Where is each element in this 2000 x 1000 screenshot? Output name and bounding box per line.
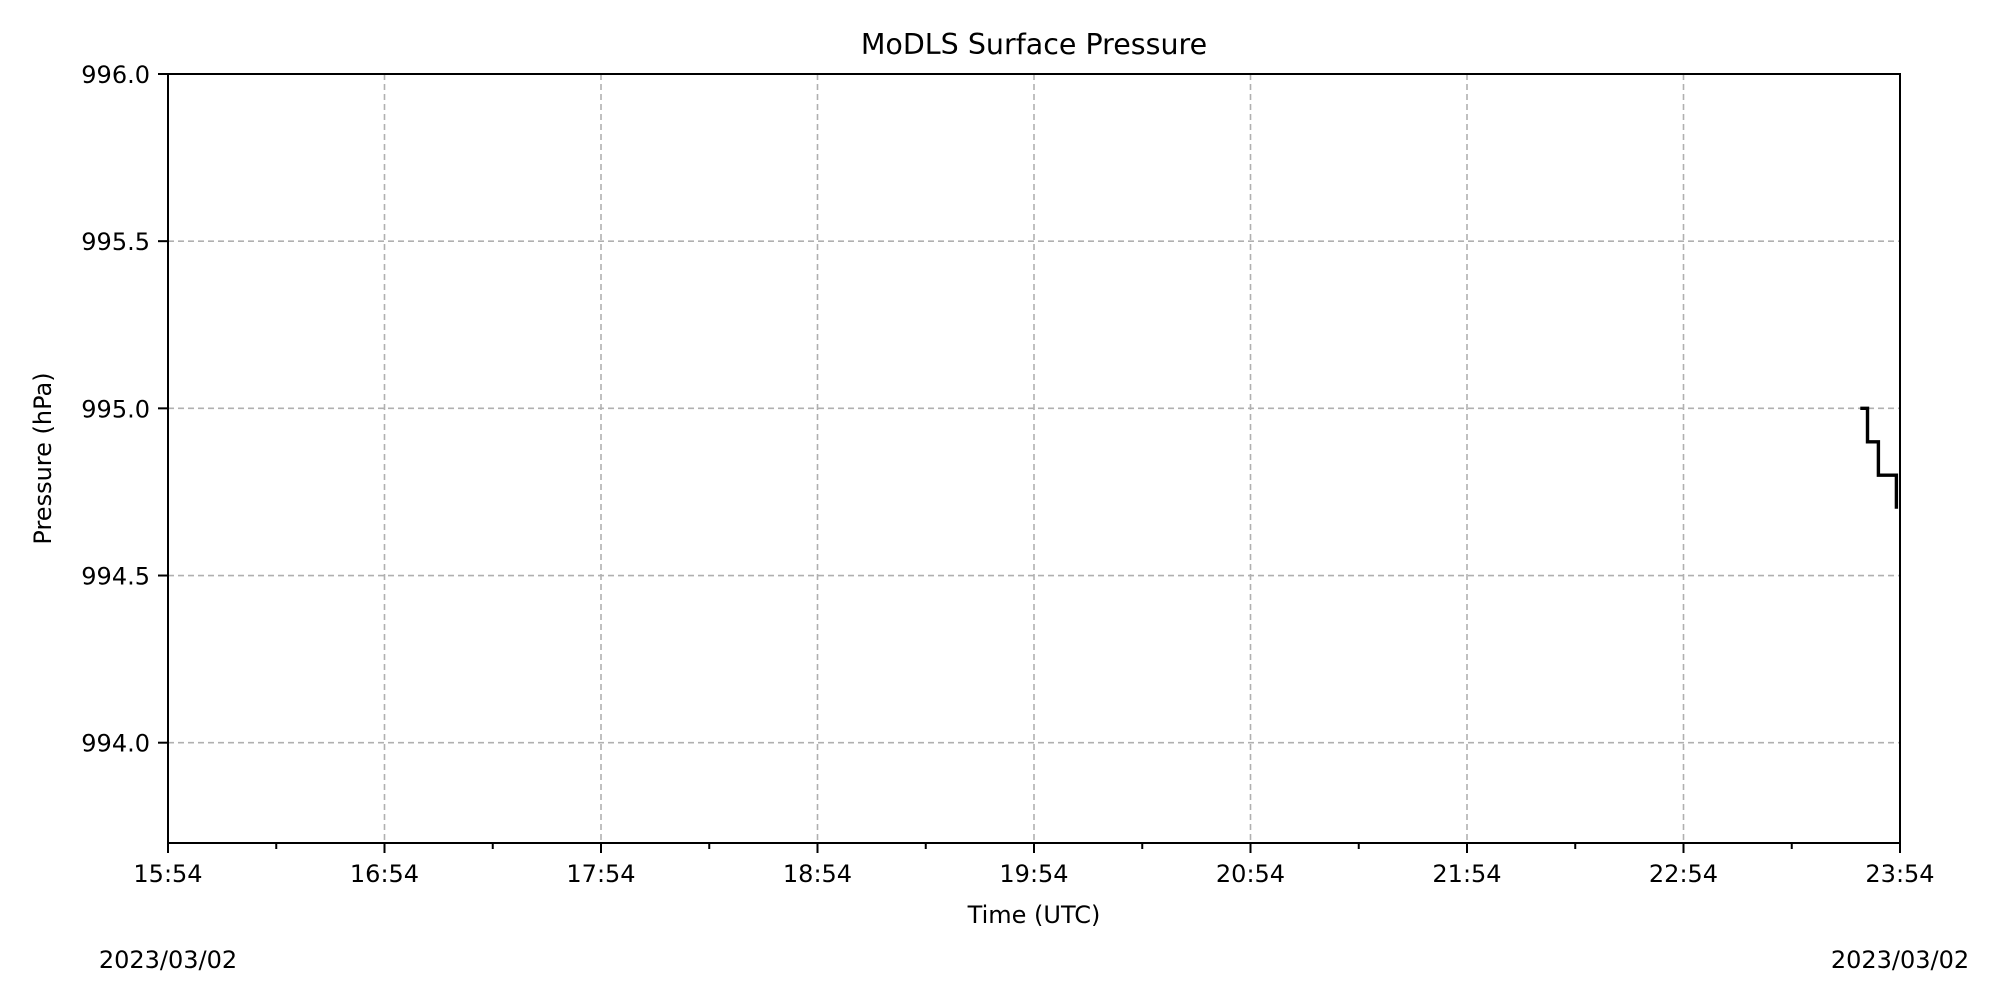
y-tick-label: 996.0 [81, 61, 150, 89]
y-tick-label: 995.0 [81, 395, 150, 423]
x-tick-label: 17:54 [566, 860, 635, 888]
x-tick-label: 21:54 [1432, 860, 1501, 888]
x-tick-label: 22:54 [1649, 860, 1718, 888]
chart-title: MoDLS Surface Pressure [861, 28, 1207, 61]
x-tick-label: 15:54 [133, 860, 202, 888]
series-layer [1860, 406, 1899, 509]
date-left: 2023/03/02 [99, 946, 237, 974]
x-tick-label: 16:54 [350, 860, 419, 888]
x-tick-label: 19:54 [999, 860, 1068, 888]
series-line [1860, 406, 1899, 509]
x-tick-label: 23:54 [1865, 860, 1934, 888]
y-tick-label: 995.5 [81, 228, 150, 256]
x-tick-label: 20:54 [1216, 860, 1285, 888]
y-axis-label: Pressure (hPa) [29, 372, 57, 544]
x-axis-label: Time (UTC) [967, 901, 1101, 929]
y-tick-label: 994.0 [81, 730, 150, 758]
date-right: 2023/03/02 [1831, 946, 1969, 974]
x-tick-label: 18:54 [783, 860, 852, 888]
y-tick-label: 994.5 [81, 563, 150, 591]
ticks: 15:54 16:54 17:54 18:54 19:54 20:54 21:54 22:54… [81, 61, 1934, 888]
grid [167, 74, 1901, 843]
